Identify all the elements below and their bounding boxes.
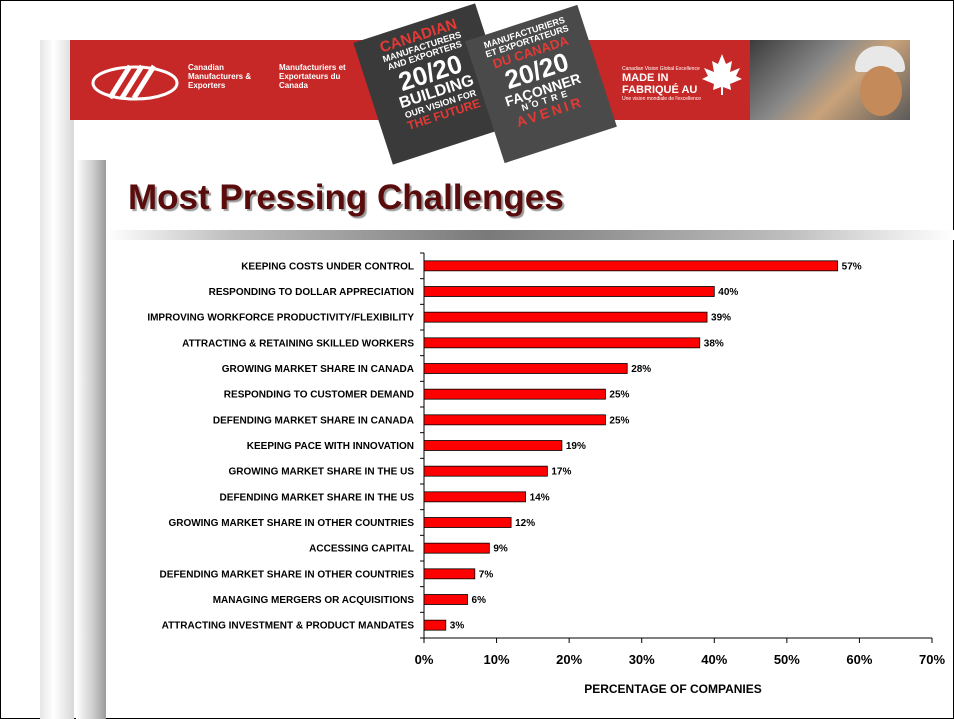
value-label: 40%	[718, 287, 738, 298]
value-label: 3%	[450, 621, 465, 632]
made-in-text: MADE IN	[622, 72, 669, 84]
bar	[423, 568, 476, 580]
made-in-canada-logo: Canadian Vision Global Excellence MADE I…	[622, 66, 702, 102]
left-decor-bar	[40, 40, 74, 719]
slide-title: Most Pressing Challenges	[128, 178, 564, 217]
face-icon	[860, 66, 902, 116]
x-axis-title: PERCENTAGE OF COMPANIES	[584, 682, 762, 696]
org-name-fr: Manufacturiers et Exportateurs du Canada	[279, 63, 346, 90]
bar	[423, 388, 606, 400]
bar	[423, 491, 526, 503]
bar	[423, 619, 447, 631]
value-label: 9%	[493, 544, 508, 555]
value-label: 12%	[515, 518, 535, 529]
bar	[423, 363, 628, 374]
x-tick-label: 40%	[701, 652, 727, 667]
category-label: GROWING MARKET SHARE IN THE US	[228, 467, 414, 478]
category-label: GROWING MARKET SHARE IN OTHER COUNTRIES	[168, 518, 414, 529]
x-tick-label: 20%	[556, 652, 582, 667]
value-label: 14%	[530, 492, 550, 503]
left-decor-bar-shadow	[76, 160, 106, 719]
category-label: DEFENDING MARKET SHARE IN OTHER COUNTRIE…	[160, 569, 415, 580]
value-label: 19%	[566, 441, 586, 452]
bar	[423, 517, 512, 528]
value-label: 6%	[472, 595, 487, 606]
x-tick-label: 10%	[484, 652, 510, 667]
category-label: ACCESSING CAPITAL	[309, 544, 414, 555]
category-label: RESPONDING TO DOLLAR APPRECIATION	[209, 287, 414, 298]
bar	[423, 337, 701, 349]
value-label: 38%	[704, 338, 724, 349]
title-divider	[106, 230, 954, 240]
fabrique-au-text: FABRIQUÉ AU	[622, 84, 698, 96]
category-label: KEEPING PACE WITH INNOVATION	[247, 441, 414, 452]
made-tagline-fr: Une vision mondiale de l'excellence	[622, 96, 702, 102]
category-label: IMPROVING WORKFORCE PRODUCTIVITY/FLEXIBI…	[147, 313, 414, 324]
bar	[423, 594, 468, 605]
category-label: RESPONDING TO CUSTOMER DEMAND	[224, 390, 414, 401]
category-label: DEFENDING MARKET SHARE IN CANADA	[213, 415, 414, 426]
bar	[423, 286, 715, 297]
value-label: 39%	[711, 313, 731, 324]
value-label: 28%	[631, 364, 651, 375]
bar	[423, 260, 839, 272]
org-name-en: Canadian Manufacturers & Exporters	[188, 63, 252, 90]
x-tick-label: 0%	[415, 652, 434, 667]
worker-photo	[750, 40, 910, 120]
bar	[423, 465, 548, 477]
category-label: GROWING MARKET SHARE IN CANADA	[222, 364, 414, 375]
x-tick-label: 50%	[774, 652, 800, 667]
category-label: ATTRACTING & RETAINING SKILLED WORKERS	[182, 338, 414, 349]
value-label: 57%	[842, 261, 862, 272]
maple-leaf-icon	[702, 54, 742, 95]
made-tagline-en: Canadian Vision Global Excellence	[622, 66, 700, 72]
category-label: ATTRACTING INVESTMENT & PRODUCT MANDATES	[162, 621, 415, 632]
value-label: 25%	[609, 415, 629, 426]
bar	[423, 542, 490, 554]
x-tick-label: 70%	[919, 652, 945, 667]
value-label: 17%	[551, 467, 571, 478]
category-label: MANAGING MERGERS OR ACQUISITIONS	[213, 595, 415, 606]
cme-logo-icon	[91, 64, 179, 101]
category-label: KEEPING COSTS UNDER CONTROL	[241, 261, 414, 272]
bar	[423, 414, 606, 426]
value-label: 25%	[609, 390, 629, 401]
x-tick-label: 60%	[846, 652, 872, 667]
bar	[423, 311, 708, 323]
category-label: DEFENDING MARKET SHARE IN THE US	[220, 492, 415, 503]
bar	[423, 440, 563, 451]
value-label: 7%	[479, 569, 494, 580]
x-tick-label: 30%	[629, 652, 655, 667]
